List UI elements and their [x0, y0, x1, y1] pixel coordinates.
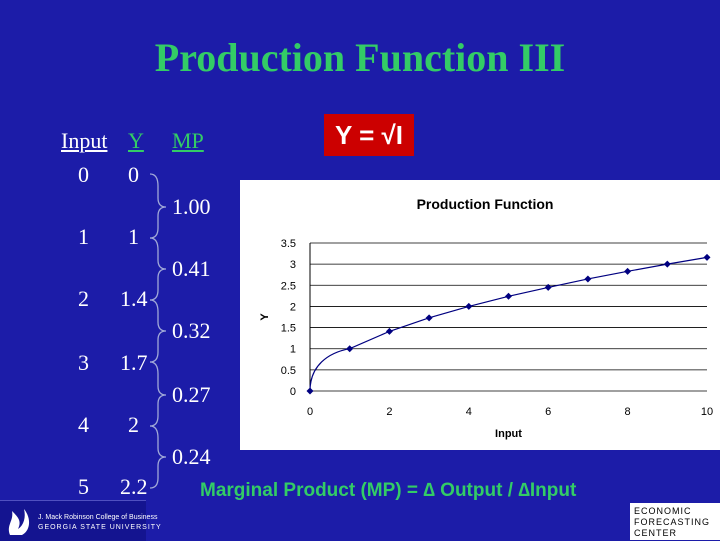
input-cell: 0: [78, 162, 89, 187]
college-logo: J. Mack Robinson College of Business GEO…: [0, 500, 161, 541]
chart-title: Production Function: [416, 196, 554, 212]
mp-cell: 0.27: [172, 382, 211, 407]
input-cell: 3: [78, 350, 89, 375]
mp-brace: [149, 299, 167, 363]
x-axis-label: Input: [495, 428, 522, 440]
y-cell: 1: [128, 224, 139, 249]
x-tick-label: 4: [466, 406, 472, 418]
data-point: [385, 327, 393, 335]
data-point: [425, 314, 433, 322]
header-mp: MP: [172, 128, 204, 153]
data-point: [465, 302, 473, 310]
data-point: [544, 283, 552, 291]
y-tick-label: 1.5: [281, 323, 296, 335]
chart-panel: Production Function 0 0.5 1 1.5 2 2.5 3 3.5 0 2 4 6…: [240, 180, 720, 450]
y-tick-label: 2: [290, 301, 296, 313]
data-point: [584, 275, 592, 283]
forecasting-center-logo: ECONOMIC FORECASTING CENTER: [630, 503, 720, 540]
logo-text-line: ECONOMIC: [634, 506, 692, 516]
y-tick-label: 0: [290, 386, 296, 398]
y-tick-label: 1: [290, 344, 296, 356]
data-point: [346, 345, 354, 353]
data-point: [663, 260, 671, 268]
mp-cell: 1.00: [172, 194, 211, 219]
x-tick-label: 2: [386, 406, 392, 418]
mp-brace: [149, 361, 167, 427]
data-point: [624, 267, 632, 275]
university-name: GEORGIA STATE UNIVERSITY: [38, 524, 162, 531]
mp-cell: 0.41: [172, 256, 211, 281]
slide-title: Production Function III: [154, 35, 566, 80]
x-tick-label: 10: [701, 406, 713, 418]
flame-logo-icon: [8, 509, 30, 535]
logo-text-line: CENTER: [634, 528, 678, 538]
input-cell: 1: [78, 224, 89, 249]
y-cell: 0: [128, 162, 139, 187]
header-input: Input: [61, 128, 108, 153]
logo-text-line: FORECASTING: [634, 517, 711, 527]
y-tick-label: 0.5: [281, 365, 296, 377]
data-point: [505, 292, 512, 300]
input-cell: 5: [78, 474, 89, 499]
marginal-product-definition: Marginal Product (MP) = ∆ Output / ∆Inpu…: [200, 480, 577, 501]
y-cell: 2.2: [120, 474, 148, 499]
y-cell: 2: [128, 412, 139, 437]
y-tick-label: 3: [290, 259, 296, 271]
college-name: J. Mack Robinson College of Business: [38, 514, 158, 521]
y-tick-label: 2.5: [281, 280, 296, 292]
data-point: [306, 387, 314, 395]
data-point: [703, 253, 711, 261]
y-cell: 1.4: [120, 286, 148, 311]
mp-cell: 0.32: [172, 318, 211, 343]
mp-brace: [149, 237, 167, 301]
x-tick-label: 8: [625, 406, 631, 418]
x-tick-label: 0: [307, 406, 313, 418]
y-tick-label: 3.5: [281, 238, 296, 250]
y-axis-label: Y: [259, 313, 271, 321]
series-line: [309, 256, 708, 392]
input-cell: 2: [78, 286, 89, 311]
mp-cell: 0.24: [172, 444, 211, 469]
mp-brace: [149, 425, 167, 489]
mp-brace: [149, 173, 167, 239]
header-y: Y: [128, 128, 144, 153]
y-cell: 1.7: [120, 350, 148, 375]
x-tick-label: 6: [545, 406, 551, 418]
formula-box: Y = √I: [324, 114, 414, 156]
production-function-chart: 0 0.5 1 1.5 2 2.5 3 3.5 0 2 4 6 8 10 Input Y: [259, 238, 713, 440]
input-cell: 4: [78, 412, 89, 437]
